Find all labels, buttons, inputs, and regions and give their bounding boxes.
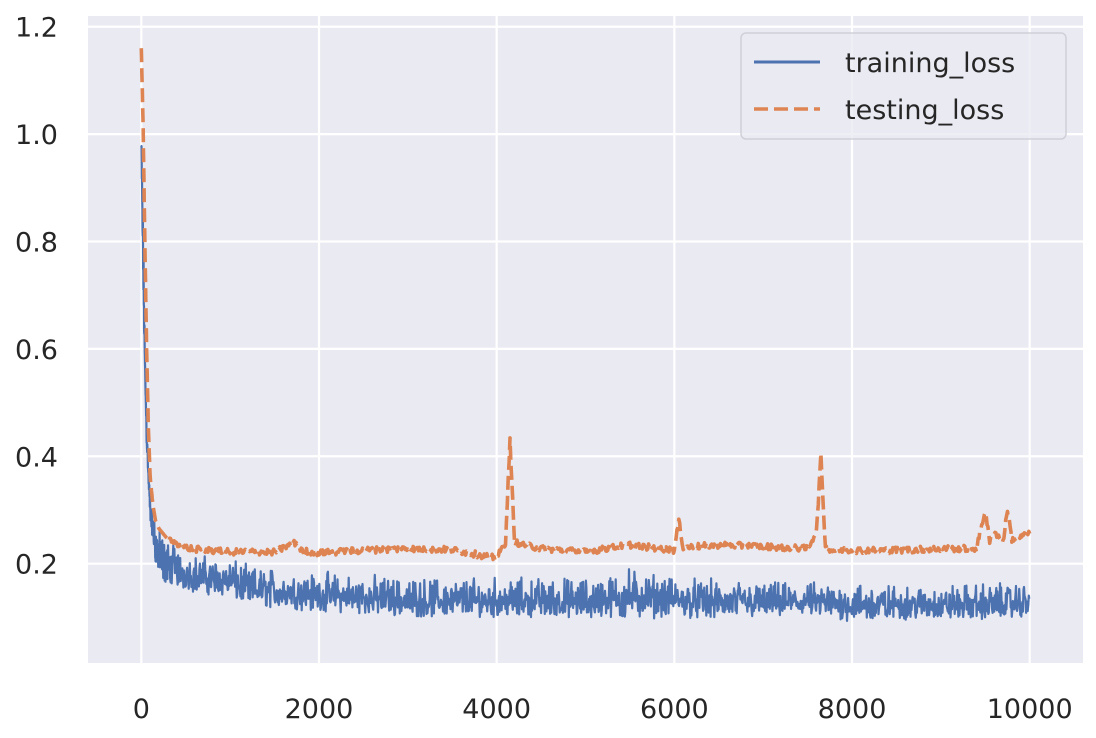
legend: training_loss testing_loss [740,32,1067,140]
y-tick-label: 0.4 [15,442,58,473]
y-tick-label: 0.2 [15,550,58,581]
x-tick-label: 6000 [640,694,709,725]
y-tick-label: 1.0 [15,120,58,151]
x-tick-label: 10000 [987,694,1073,725]
y-tick-label: 1.2 [15,13,58,44]
x-tick-label: 0 [133,694,150,725]
series-training-loss [140,145,1031,623]
series-layer [139,48,1032,623]
legend-label-training-loss: training_loss [845,48,1015,79]
x-tick-label: 4000 [462,694,531,725]
legend-label-testing-loss: testing_loss [845,95,1004,126]
y-tick-label: 0.8 [15,228,58,259]
x-tick-label: 8000 [818,694,887,725]
tick-labels: 0 2000 4000 6000 8000 10000 0.2 0.4 0.6 0.8 1.0 1.2 [15,13,1073,725]
y-tick-label: 0.6 [15,335,58,366]
x-tick-label: 2000 [285,694,354,725]
legend-box [740,32,1067,140]
series-testing-loss [139,48,1032,563]
